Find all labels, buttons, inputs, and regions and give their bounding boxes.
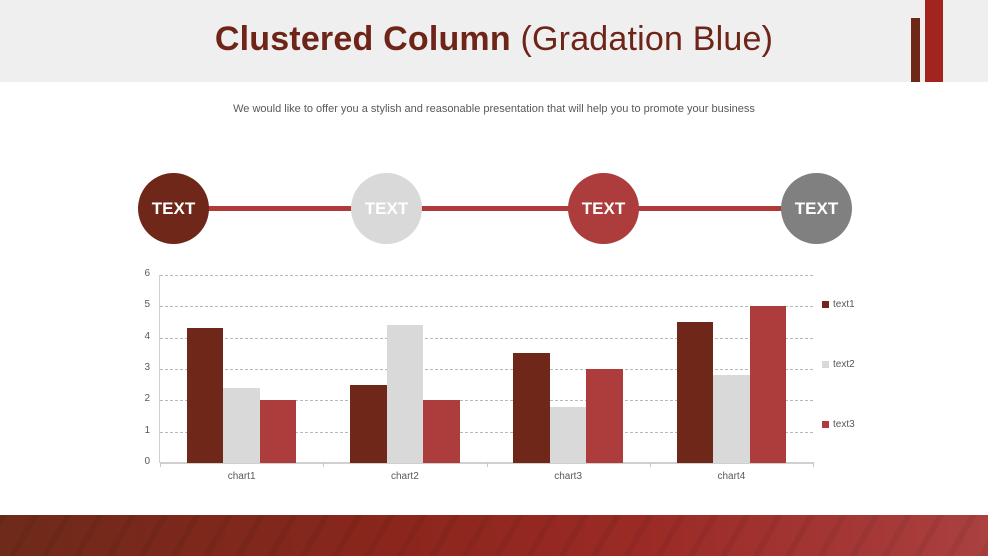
bar-text1-chart4 bbox=[676, 322, 714, 463]
gridline bbox=[160, 400, 813, 402]
x-axis-tick bbox=[649, 462, 651, 467]
gridline bbox=[160, 275, 813, 276]
gridline bbox=[160, 306, 813, 308]
clustered-column-chart: 0 1 2 3 4 5 6 chart1 chart2 chart3 chart4 text1 text… bbox=[0, 262, 988, 492]
y-axis-tick-label: 0 bbox=[144, 456, 150, 467]
legend-swatch bbox=[822, 361, 829, 368]
bar-text2-chart3 bbox=[549, 406, 587, 463]
y-axis bbox=[159, 275, 160, 463]
decorative-bar-red bbox=[925, 0, 943, 82]
y-axis-tick-label: 4 bbox=[144, 330, 150, 342]
y-axis-tick-label: 2 bbox=[144, 393, 150, 405]
bar-text3-chart2 bbox=[423, 400, 460, 463]
timeline-node-label: TEXT bbox=[364, 198, 409, 218]
subtitle: We would like to offer you a stylish and… bbox=[233, 103, 755, 115]
timeline-node-label: TEXT bbox=[794, 198, 839, 218]
bar-text3-chart3 bbox=[586, 369, 623, 463]
legend-item-text1: text1 bbox=[822, 299, 855, 310]
bar-text3-chart4 bbox=[749, 306, 787, 463]
gridline bbox=[160, 337, 813, 339]
y-axis-tick-label: 1 bbox=[144, 424, 150, 436]
bar-text1-chart2 bbox=[350, 384, 387, 463]
header-band bbox=[0, 0, 988, 82]
y-axis-tick-label: 5 bbox=[144, 299, 150, 311]
gridline bbox=[160, 431, 813, 433]
timeline-node-4: TEXT bbox=[781, 173, 852, 244]
footer-band bbox=[0, 515, 988, 556]
timeline-node-label: TEXT bbox=[151, 198, 196, 218]
y-axis-tick-label: 6 bbox=[144, 268, 150, 279]
x-axis-category-label: chart3 bbox=[554, 471, 583, 482]
x-axis-tick bbox=[486, 462, 488, 467]
legend-swatch bbox=[822, 301, 829, 308]
bar-text1-chart1 bbox=[186, 328, 224, 463]
gridline bbox=[160, 369, 813, 370]
bar-text2-chart2 bbox=[386, 325, 424, 463]
y-axis-tick-label: 3 bbox=[144, 362, 150, 373]
x-axis-category-label: chart1 bbox=[227, 471, 256, 482]
timeline-node-3: TEXT bbox=[568, 173, 639, 244]
bar-text3-chart1 bbox=[259, 400, 297, 463]
legend-item-text3: text3 bbox=[822, 419, 855, 430]
timeline-node-1: TEXT bbox=[138, 173, 209, 244]
x-axis-category-label: chart4 bbox=[717, 471, 746, 482]
x-axis-category-label: chart2 bbox=[390, 471, 419, 482]
x-axis-tick bbox=[813, 462, 814, 467]
decorative-bar-dark bbox=[911, 18, 920, 82]
timeline-line bbox=[173, 206, 817, 211]
legend-label: text2 bbox=[833, 359, 855, 370]
x-axis-tick bbox=[323, 462, 325, 467]
legend-label: text1 bbox=[833, 299, 855, 310]
x-axis-tick bbox=[160, 462, 161, 467]
timeline-node-label: TEXT bbox=[581, 198, 626, 218]
legend-swatch bbox=[822, 421, 829, 428]
page-title: Clustered Column (Gradation Blue) bbox=[0, 20, 988, 59]
bar-text2-chart4 bbox=[713, 375, 750, 463]
bar-text2-chart1 bbox=[223, 387, 260, 463]
title-bold: Clustered Column bbox=[214, 20, 511, 58]
title-light: (Gradation Blue) bbox=[520, 20, 774, 58]
timeline-node-2: TEXT bbox=[351, 173, 422, 244]
bar-text1-chart3 bbox=[513, 353, 550, 463]
legend-label: text3 bbox=[833, 419, 855, 430]
legend-item-text2: text2 bbox=[822, 359, 855, 370]
